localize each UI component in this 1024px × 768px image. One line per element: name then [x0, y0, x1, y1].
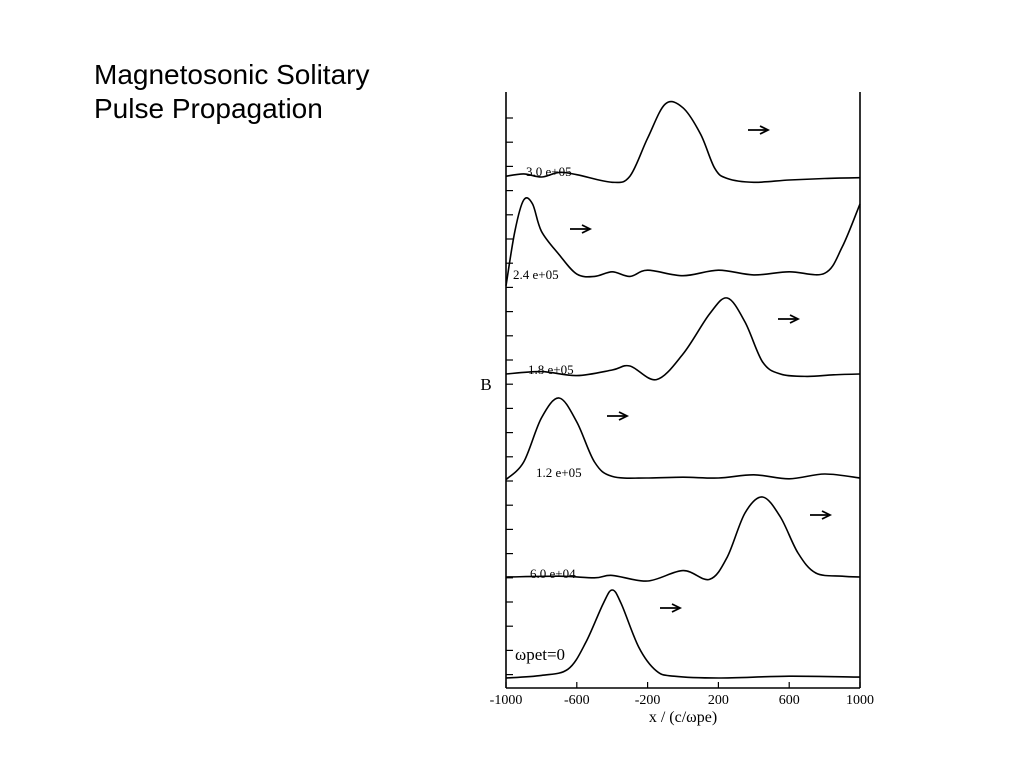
direction-arrowhead: [618, 411, 630, 421]
x-axis-label: x / (c/ωpe): [649, 709, 717, 726]
series-line: [505, 100, 861, 184]
series-label: 6.0 e+04: [530, 566, 576, 581]
series-label: 2.4 e+05: [513, 267, 559, 282]
direction-arrowhead: [821, 510, 833, 520]
plot-frame: [505, 92, 861, 689]
series-line: [505, 397, 861, 481]
plot-curves: [505, 100, 861, 679]
series-label: 3.0 e+05: [526, 164, 572, 179]
y-axis-label: B: [480, 375, 491, 394]
direction-arrowhead: [789, 314, 801, 324]
series-line: [505, 496, 861, 582]
series-label: ωpet=0: [515, 645, 565, 664]
series-label: 1.2 e+05: [536, 465, 582, 480]
slide-title-line2: Pulse Propagation: [94, 93, 323, 124]
x-tick-label: 200: [708, 693, 729, 708]
series-label: 1.8 e+05: [528, 362, 574, 377]
direction-arrowhead: [759, 125, 771, 135]
x-tick-label: -1000: [490, 693, 523, 708]
series-line: [505, 197, 861, 286]
series-line: [505, 297, 861, 381]
direction-arrowhead: [671, 603, 683, 613]
plot-labels: -1000 -600 -200 200 600 1000 x / (c/ωpe) B 3.0 e…: [480, 125, 874, 726]
x-tick-label: 600: [779, 693, 800, 708]
direction-arrowhead: [581, 224, 593, 234]
slide-title-line1: Magnetosonic Solitary: [94, 59, 370, 90]
x-tick-label: 1000: [846, 693, 874, 708]
x-tick-label: -200: [635, 693, 661, 708]
slide-title: Magnetosonic Solitary Pulse Propagation: [94, 58, 369, 126]
x-tick-label: -600: [564, 693, 590, 708]
series-line: [505, 589, 861, 679]
